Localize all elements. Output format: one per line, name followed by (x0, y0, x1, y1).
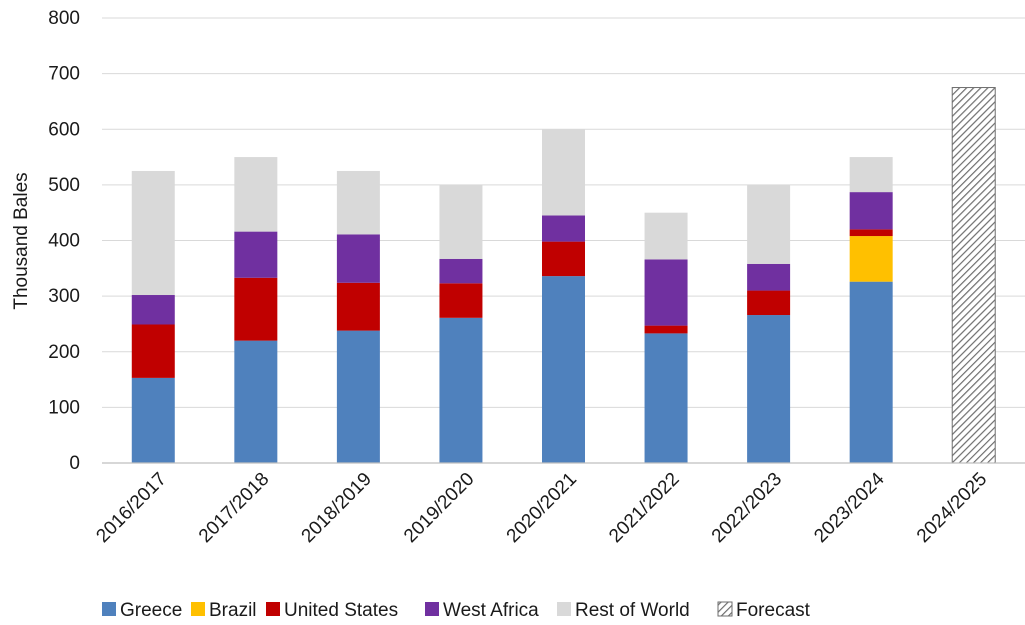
bar-segment-rest-of-world (336, 170, 380, 235)
x-tick-label: 2021/2022 (605, 469, 683, 547)
bar-segment-rest-of-world (747, 184, 791, 264)
bar-segment-rest-of-world (542, 129, 585, 216)
bar-segment-west-africa (542, 215, 585, 242)
bar-segment-united-states (439, 283, 483, 318)
bar-segment-rest-of-world (849, 157, 893, 193)
bar-segment-rest-of-world (644, 212, 688, 260)
x-tick-label: 2022/2023 (708, 469, 786, 547)
legend-swatch-united-states (266, 602, 280, 616)
x-tick-label: 2016/2017 (92, 469, 170, 547)
y-tick-label: 400 (48, 231, 80, 252)
legend-swatch-brazil (191, 602, 205, 616)
y-tick-label: 600 (48, 119, 80, 140)
y-tick-label: 100 (48, 397, 80, 418)
legend: Greece Brazil United States West Africa Rest… (102, 600, 811, 621)
bar-segment-greece (336, 330, 380, 463)
y-tick-label: 500 (48, 175, 80, 196)
bar-segment-united-states (131, 324, 175, 378)
bar-segment-west-africa (234, 231, 278, 278)
legend-label-united-states: United States (284, 600, 398, 621)
legend-swatch-forecast (717, 601, 733, 617)
bar-segment-united-states (644, 325, 688, 334)
x-tick-label: 2018/2019 (298, 469, 376, 547)
bar-segment-west-africa (644, 259, 688, 326)
bar-segment-greece (439, 317, 483, 463)
y-tick-label: 300 (48, 286, 80, 307)
bar-segment-united-states (234, 277, 278, 341)
legend-label-forecast: Forecast (736, 600, 811, 621)
bar-segment-west-africa (849, 192, 893, 230)
x-tick-label: 2017/2018 (195, 469, 273, 547)
y-axis-title: Thousand Bales (11, 172, 32, 309)
bar-segment-greece (849, 281, 893, 463)
bar-segment-forecast (951, 87, 996, 464)
bar-segment-greece (234, 340, 278, 463)
legend-swatch-greece (102, 602, 116, 616)
bar-segment-west-africa (336, 234, 380, 283)
bar-segment-rest-of-world (131, 170, 175, 296)
bar-segment-rest-of-world (439, 184, 483, 259)
bar-segment-united-states (849, 229, 893, 237)
legend-label-brazil: Brazil (209, 600, 257, 621)
legend-swatch-rest-of-world (557, 602, 571, 616)
y-tick-label: 700 (48, 64, 80, 85)
bar-segment-greece (747, 315, 791, 463)
x-tick-label: 2024/2025 (913, 469, 991, 547)
bar-segment-west-africa (747, 263, 791, 291)
x-tick-label: 2020/2021 (503, 469, 581, 547)
legend-swatch-west-africa (425, 602, 439, 616)
y-tick-label: 0 (69, 453, 80, 474)
x-tick-label: 2019/2020 (400, 469, 478, 547)
bar-segment-brazil (849, 236, 893, 282)
x-tick-label: 2023/2024 (810, 468, 889, 547)
bar-segment-united-states (336, 282, 380, 331)
legend-label-rest-of-world: Rest of World (575, 600, 690, 621)
bar-segment-greece (644, 333, 688, 463)
bar-segment-united-states (542, 241, 585, 277)
bar-segment-united-states (747, 290, 791, 316)
legend-label-west-africa: West Africa (443, 600, 539, 621)
bars (131, 87, 996, 464)
legend-label-greece: Greece (120, 600, 182, 621)
bar-segment-greece (131, 377, 175, 463)
bar-segment-west-africa (131, 295, 175, 325)
bar-segment-west-africa (439, 258, 483, 284)
bar-segment-rest-of-world (234, 157, 278, 232)
bar-segment-greece (542, 276, 585, 463)
y-tick-label: 200 (48, 342, 80, 363)
y-tick-label: 800 (48, 8, 80, 29)
